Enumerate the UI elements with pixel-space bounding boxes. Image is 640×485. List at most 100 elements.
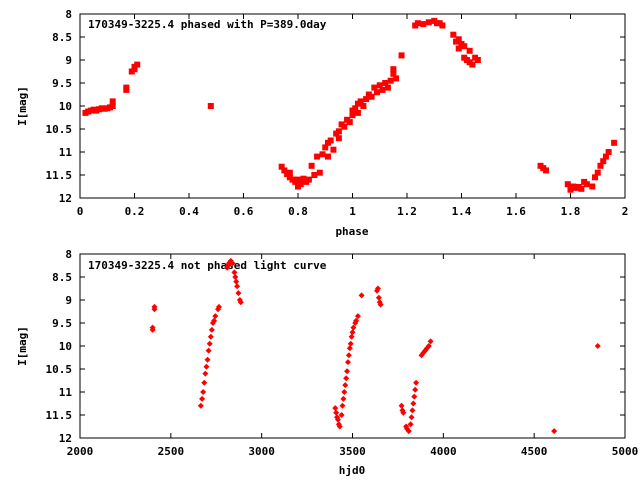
data-point bbox=[412, 386, 419, 393]
data-point bbox=[461, 43, 468, 50]
y-tick-label: 11.5 bbox=[46, 409, 73, 422]
data-point bbox=[349, 112, 356, 119]
data-point bbox=[354, 313, 361, 320]
data-point bbox=[611, 139, 618, 146]
unphased-panel: 170349-3225.4 not phased light curve hjd… bbox=[16, 248, 638, 477]
data-point bbox=[427, 338, 434, 345]
data-point bbox=[205, 347, 212, 354]
data-point bbox=[305, 176, 312, 183]
y-tick-label: 11.5 bbox=[46, 169, 73, 182]
data-point bbox=[567, 186, 574, 193]
data-point bbox=[308, 162, 315, 169]
data-point bbox=[400, 409, 407, 416]
data-point bbox=[382, 80, 389, 86]
data-point bbox=[229, 260, 236, 267]
data-point bbox=[379, 86, 386, 93]
data-point bbox=[425, 19, 432, 26]
data-point bbox=[409, 407, 416, 414]
data-point bbox=[578, 185, 585, 192]
data-point bbox=[231, 269, 238, 276]
data-point bbox=[207, 103, 214, 109]
data-point bbox=[332, 405, 339, 412]
data-point bbox=[390, 70, 397, 77]
data-point bbox=[204, 356, 211, 363]
data-point bbox=[200, 389, 207, 395]
data-point bbox=[109, 103, 116, 109]
data-point bbox=[466, 47, 473, 54]
y-tick-label: 10 bbox=[59, 340, 72, 353]
data-point bbox=[237, 299, 244, 306]
data-point bbox=[297, 181, 304, 188]
data-point bbox=[363, 96, 370, 103]
data-point bbox=[345, 352, 352, 359]
y-tick-label: 10.5 bbox=[46, 123, 73, 136]
data-point bbox=[212, 313, 219, 320]
data-point bbox=[336, 423, 343, 430]
data-point bbox=[207, 333, 214, 340]
data-point bbox=[324, 153, 331, 160]
x-tick-label: 3500 bbox=[339, 445, 366, 458]
data-point bbox=[338, 412, 345, 418]
data-point bbox=[211, 317, 218, 324]
x-tick-label: 3000 bbox=[248, 445, 275, 458]
data-point bbox=[343, 375, 350, 382]
x-tick-label: 2500 bbox=[158, 445, 185, 458]
data-point bbox=[360, 103, 367, 109]
data-point bbox=[413, 379, 420, 386]
x-tick-label: 0 bbox=[77, 205, 84, 218]
y-tick-label: 11 bbox=[59, 146, 73, 159]
data-point bbox=[341, 123, 348, 130]
data-point bbox=[340, 395, 347, 402]
data-point bbox=[405, 428, 412, 435]
data-point bbox=[322, 144, 329, 151]
chart-title: 170349-3225.4 phased with P=389.0day bbox=[88, 18, 327, 31]
data-point bbox=[109, 98, 116, 105]
data-point bbox=[233, 278, 240, 285]
y-tick-label: 8.5 bbox=[52, 271, 72, 284]
data-point bbox=[455, 36, 462, 43]
data-point bbox=[583, 181, 590, 188]
data-point bbox=[414, 20, 421, 27]
data-point bbox=[234, 283, 241, 290]
x-tick-label: 0.4 bbox=[179, 205, 199, 218]
x-tick-label: 5000 bbox=[612, 445, 639, 458]
y-axis-label: I[mag] bbox=[16, 326, 29, 366]
y-tick-label: 9 bbox=[65, 54, 72, 67]
data-point bbox=[206, 340, 213, 347]
data-point bbox=[594, 169, 601, 176]
data-point bbox=[202, 370, 209, 377]
data-point bbox=[311, 172, 318, 178]
data-point bbox=[469, 61, 476, 68]
data-point bbox=[600, 158, 607, 165]
y-tick-label: 9.5 bbox=[52, 317, 72, 330]
tick-group: 0 0.2 0.4 0.6 0.8 1 1.2 1.4 1.6 1.8 2 8 8.5 9 9.5 10 10.… bbox=[46, 8, 629, 218]
data-point bbox=[208, 326, 215, 333]
data-point bbox=[344, 368, 351, 375]
data-point bbox=[589, 183, 596, 190]
data-point bbox=[341, 389, 348, 395]
x-tick-label: 1.6 bbox=[506, 205, 526, 218]
data-point bbox=[605, 149, 612, 155]
data-point bbox=[474, 57, 481, 63]
data-point bbox=[342, 382, 349, 389]
data-point bbox=[330, 146, 337, 153]
data-point bbox=[410, 400, 417, 407]
data-point bbox=[398, 402, 405, 409]
data-point bbox=[407, 421, 414, 428]
data-points bbox=[149, 257, 601, 435]
data-point bbox=[334, 416, 341, 423]
data-point bbox=[215, 303, 222, 310]
data-point bbox=[339, 402, 346, 409]
x-tick-label: 1 bbox=[349, 205, 356, 218]
y-tick-label: 10 bbox=[59, 100, 72, 113]
data-point bbox=[390, 66, 397, 73]
tick-group: 2000 2500 3000 3500 4000 4500 5000 8 8.5 9 9.5 10 10… bbox=[46, 248, 639, 458]
data-point bbox=[149, 324, 156, 331]
data-point bbox=[348, 333, 355, 340]
data-point bbox=[377, 301, 384, 308]
data-point bbox=[592, 174, 599, 181]
y-tick-label: 8 bbox=[65, 8, 72, 21]
data-point bbox=[335, 128, 342, 135]
